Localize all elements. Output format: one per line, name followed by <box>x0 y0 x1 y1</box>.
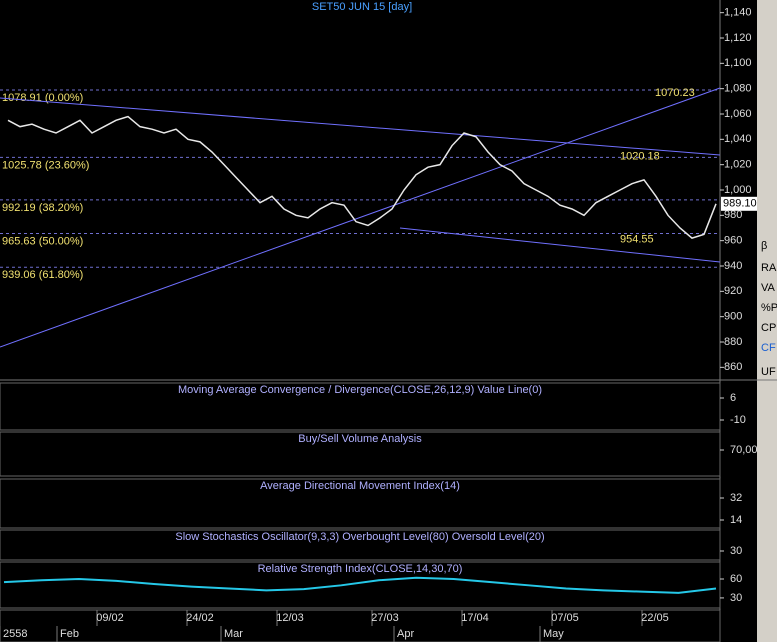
indicator-panel <box>0 382 721 431</box>
toolbar-button[interactable]: UF <box>761 366 776 378</box>
date-label: 12/03 <box>276 612 304 624</box>
time-axis <box>0 609 721 642</box>
y-tick-label: 880 <box>724 336 742 348</box>
date-label: 27/03 <box>371 612 399 624</box>
y-tick-label: 1,080 <box>724 83 752 95</box>
toolbar-button[interactable]: %P <box>761 302 777 314</box>
date-label: 24/02 <box>186 612 214 624</box>
y-tick-label: 1,120 <box>724 32 752 44</box>
date-label: 09/02 <box>96 612 124 624</box>
trend-line <box>0 97 721 156</box>
indicator-line <box>3 576 717 594</box>
indicator-title: Slow Stochastics Oscillator(9,3,3) Overb… <box>175 531 544 543</box>
chart-title: SET50 JUN 15 [day] <box>312 1 412 13</box>
indicator-panel <box>0 478 721 529</box>
fib-label: 1078.91 (0.00%) <box>2 92 83 104</box>
y-tick-label: 1,140 <box>724 7 752 19</box>
month-label: May <box>543 628 564 640</box>
fib-label: 965.63 (50.00%) <box>2 235 83 247</box>
month-label: 2558 <box>3 628 27 640</box>
fib-label: 992.19 (38.20%) <box>2 202 83 214</box>
date-label: 17/04 <box>461 612 489 624</box>
indicator-panel <box>0 431 721 477</box>
y-tick-label: 32 <box>730 492 742 504</box>
month-label: Mar <box>224 628 243 640</box>
indicator-title: Relative Strength Index(CLOSE,14,30,70) <box>258 563 463 575</box>
y-tick-label: 1,020 <box>724 159 752 171</box>
toolbar-button[interactable]: CP <box>761 322 776 334</box>
date-label: 07/05 <box>551 612 579 624</box>
y-tick-label: 980 <box>724 209 742 221</box>
month-label: Apr <box>397 628 414 640</box>
annotation: 1020.18 <box>620 150 660 162</box>
toolbar-button[interactable]: β <box>761 240 767 252</box>
y-tick-label: 860 <box>724 361 742 373</box>
y-tick-label: 60 <box>730 573 742 585</box>
y-tick-label: 70,00 <box>730 444 758 456</box>
fib-label: 939.06 (61.80%) <box>2 269 83 281</box>
y-tick-label: 900 <box>724 311 742 323</box>
indicator-title: Buy/Sell Volume Analysis <box>298 433 422 445</box>
y-tick-label: 14 <box>730 514 742 526</box>
annotation: 954.55 <box>620 233 654 245</box>
y-tick-label: 960 <box>724 235 742 247</box>
price-line <box>7 115 717 239</box>
y-tick-label: 1,040 <box>724 133 752 145</box>
y-tick-label: 940 <box>724 260 742 272</box>
toolbar <box>757 0 777 642</box>
annotation: 1070.23 <box>655 87 695 99</box>
y-tick-label: 30 <box>730 545 742 557</box>
last-value-label: 989.10 <box>723 198 757 210</box>
indicator-title: Average Directional Movement Index(14) <box>260 480 460 492</box>
y-tick-label: 6 <box>730 392 736 404</box>
trend-line <box>399 227 721 263</box>
indicator-title: Moving Average Convergence / Divergence(… <box>178 384 542 396</box>
y-tick-label: 30 <box>730 592 742 604</box>
y-tick-label: 1,000 <box>724 184 752 196</box>
month-label: Feb <box>60 628 79 640</box>
y-tick-label: -10 <box>730 414 746 426</box>
y-tick-label: 1,100 <box>724 57 752 69</box>
y-tick-label: 1,060 <box>724 108 752 120</box>
indicator-panel <box>0 561 721 609</box>
indicator-panel <box>0 529 721 561</box>
y-tick-label: 920 <box>724 285 742 297</box>
toolbar-button[interactable]: VA <box>761 282 776 294</box>
fib-label: 1025.78 (23.60%) <box>2 159 89 171</box>
trend-line <box>0 87 721 348</box>
last-value-box <box>721 196 757 211</box>
toolbar-button[interactable]: CF <box>761 342 776 354</box>
toolbar-button[interactable]: RA <box>761 262 777 274</box>
date-label: 22/05 <box>641 612 669 624</box>
